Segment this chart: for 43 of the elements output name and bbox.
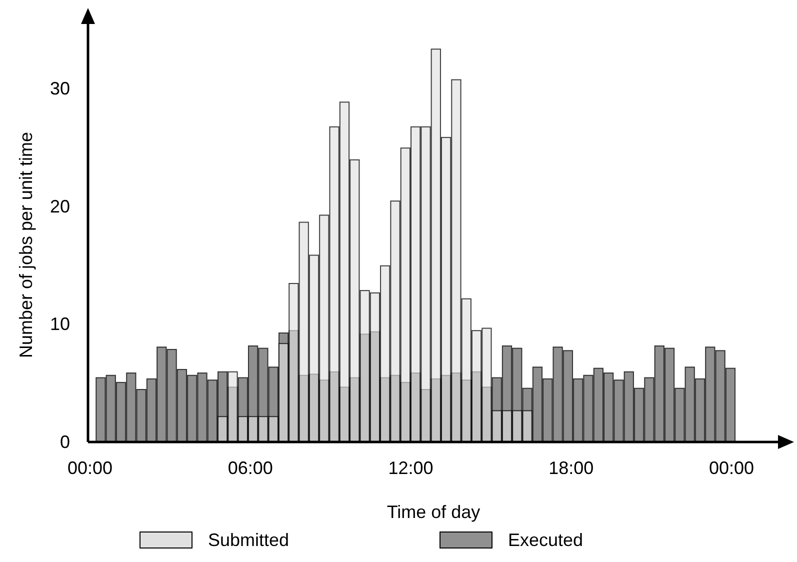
y-tick-label: 0 [60, 432, 70, 452]
bar [451, 79, 462, 442]
bar [390, 200, 400, 442]
y-tick-label: 10 [50, 314, 70, 334]
bar [339, 102, 350, 442]
bar [298, 222, 309, 442]
x-tick-label: 18:00 [548, 458, 594, 478]
bar [258, 416, 268, 442]
x-axis-title: Time of day [386, 502, 480, 522]
bar [471, 330, 482, 442]
bar [482, 328, 492, 442]
bar [218, 416, 228, 442]
bar [308, 254, 320, 442]
legend-label: Submitted [208, 530, 290, 550]
bar [329, 126, 340, 442]
bar [238, 416, 248, 442]
bar [410, 126, 421, 442]
bar [360, 290, 370, 442]
bar [370, 292, 380, 442]
bar [440, 136, 452, 442]
y-axis-title: Number of jobs per unit time [16, 132, 36, 358]
bar [268, 416, 278, 442]
bar [248, 416, 258, 442]
bar [420, 126, 431, 442]
bar [380, 265, 390, 442]
bar [288, 283, 299, 442]
x-tick-label: 00:00 [709, 458, 754, 478]
bar [502, 410, 512, 442]
bar [522, 410, 532, 442]
bar [350, 159, 360, 442]
bar [228, 371, 238, 442]
bar [492, 410, 502, 442]
bar [400, 148, 410, 442]
bar [512, 410, 522, 442]
x-tick-label: 00:00 [67, 458, 113, 478]
y-tick-label: 30 [50, 78, 70, 99]
x-tick-label: 12:00 [388, 458, 434, 478]
y-tick-label: 20 [50, 196, 70, 216]
x-tick-label: 06:00 [228, 458, 273, 478]
bar [430, 48, 441, 442]
legend-label: Executed [508, 530, 584, 550]
bar [319, 214, 330, 442]
bar [461, 298, 472, 442]
